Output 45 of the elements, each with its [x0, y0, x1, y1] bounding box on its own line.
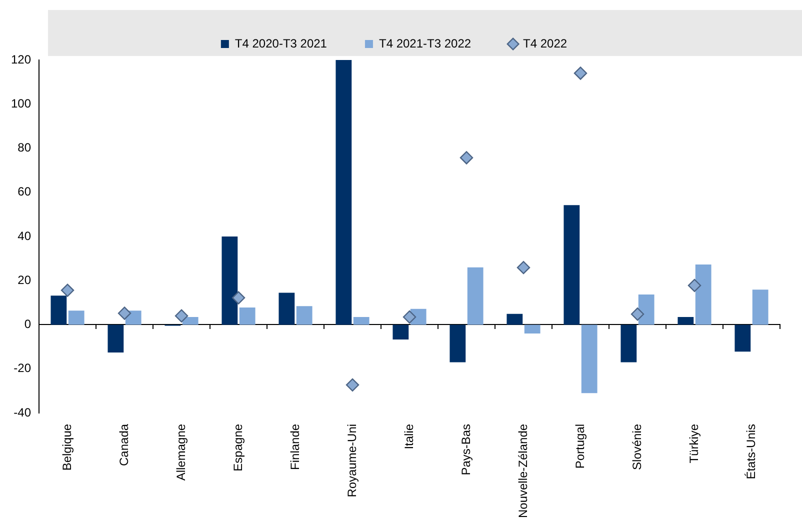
bar [752, 290, 768, 325]
bar [678, 316, 694, 325]
y-tick-label: -20 [14, 361, 32, 376]
bar [524, 324, 540, 334]
legend-label: T4 2022 [523, 36, 568, 50]
x-tick-label: Italie [402, 424, 416, 450]
bar [68, 310, 84, 325]
y-tick-label: 120 [10, 52, 32, 66]
bar [506, 314, 523, 325]
y-tick-label: 40 [18, 228, 32, 243]
bar [50, 296, 67, 325]
bar [450, 324, 466, 362]
x-tick-label: Slovénie [630, 424, 644, 470]
bar [353, 316, 370, 325]
bar [108, 324, 124, 353]
x-tick-label: Finlande [288, 424, 302, 470]
x-tick-label: Belgique [60, 424, 74, 471]
x-tick-label: Canada [116, 424, 131, 466]
x-tick-label: Allemagne [174, 424, 188, 481]
y-tick-label: 80 [18, 140, 32, 155]
bar [278, 292, 295, 325]
x-tick-label: États-Unis [744, 424, 758, 480]
bar [239, 308, 256, 325]
y-tick-label: 20 [18, 272, 32, 287]
x-tick-label: Portugal [572, 424, 587, 469]
y-tick-label: 60 [18, 184, 32, 199]
bar [564, 205, 580, 325]
x-tick-label: Pays-Bas [458, 424, 473, 476]
x-tick-label: Royaume-Uni [344, 424, 359, 498]
bar [222, 236, 238, 325]
legend-label: T4 2020-T3 2021 [234, 36, 328, 50]
legend-label: T4 2021-T3 2022 [378, 36, 472, 50]
bar [392, 324, 409, 340]
y-tick-label: -40 [14, 405, 32, 420]
y-tick-label: 0 [24, 317, 32, 332]
bar [336, 60, 352, 325]
bar [734, 324, 751, 352]
bar [296, 306, 312, 325]
bar [620, 324, 637, 362]
y-tick-label: 100 [10, 96, 32, 110]
x-tick-label: Nouvelle-Zélande [516, 424, 530, 518]
bar [467, 267, 484, 325]
bar [581, 324, 598, 394]
x-tick-label: Espagne [230, 424, 245, 472]
x-tick-label: Türkiye [686, 424, 701, 464]
